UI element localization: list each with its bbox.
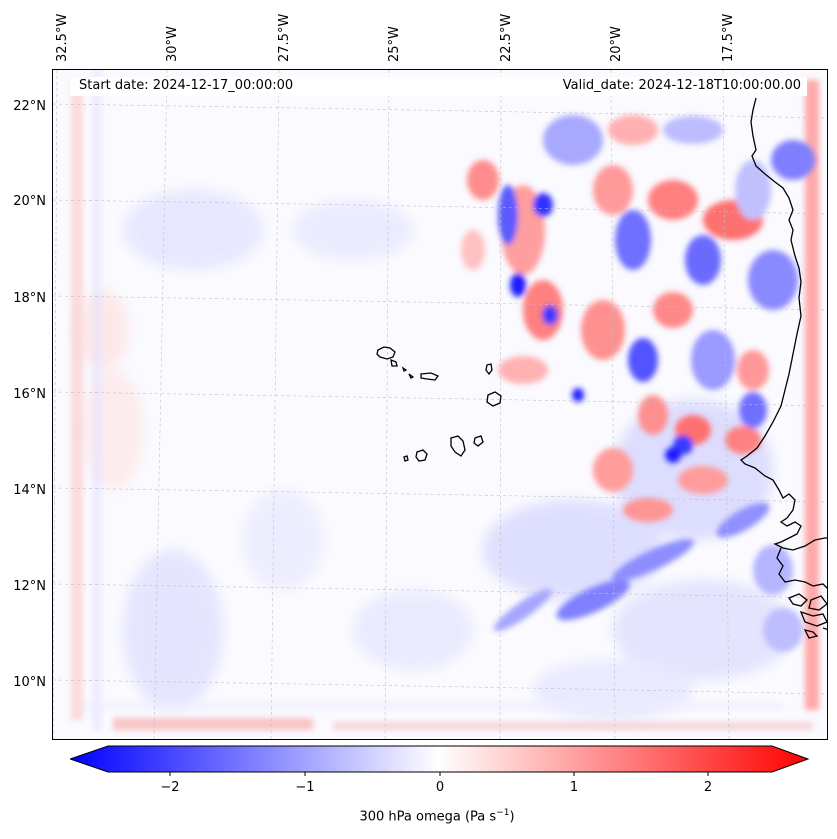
- colorbar: [70, 745, 810, 776]
- lat-label-12n: 12°N: [13, 579, 46, 594]
- lat-label-10n: 10°N: [13, 675, 46, 690]
- lat-label-20n: 20°N: [13, 194, 46, 209]
- lat-label-14n: 14°N: [13, 483, 46, 498]
- omega-field-plot: [53, 70, 827, 739]
- colorbar-title: 300 hPa omega (Pa s−1): [337, 808, 537, 824]
- colorbar-ticks: [169, 772, 709, 776]
- lat-label-18n: 18°N: [13, 291, 46, 306]
- colorbar-body: [70, 745, 810, 773]
- start-date-label: Start date: 2024-12-17_00:00:00: [79, 78, 294, 93]
- field-name: 300 hPa omega: [359, 809, 461, 825]
- lon-label-32-5w: 32.5°W: [55, 13, 70, 62]
- lon-label-20w: 20°W: [609, 26, 624, 62]
- colorbar-tick-neg1: −1: [295, 780, 315, 795]
- lon-label-22-5w: 22.5°W: [499, 13, 514, 62]
- valid-date-label: Valid_date: 2024-12-18T10:00:00.00: [562, 78, 801, 93]
- colorbar-tick-neg2: −2: [160, 780, 180, 795]
- coastline: [376, 97, 827, 639]
- colorbar-tick-1: 1: [569, 780, 579, 795]
- field-unit-base: (Pa s: [464, 809, 497, 825]
- field-unit-exponent: −1: [496, 808, 510, 818]
- field-boundary-bands: [71, 70, 819, 730]
- colorbar-tick-0: 0: [435, 780, 445, 795]
- omega-map: [52, 69, 828, 740]
- lon-label-25w: 25°W: [387, 26, 402, 62]
- colorbar-tick-2: 2: [703, 780, 713, 795]
- lat-label-22n: 22°N: [13, 99, 46, 114]
- field-convection-region: [461, 115, 815, 652]
- graticule: [53, 70, 827, 739]
- info-bar: [70, 77, 807, 96]
- lon-label-17-5w: 17.5°W: [721, 13, 736, 62]
- lat-label-16n: 16°N: [13, 387, 46, 402]
- lon-label-27-5w: 27.5°W: [277, 13, 292, 62]
- field-unit-close: ): [509, 809, 515, 825]
- lon-label-30w: 30°W: [165, 26, 180, 62]
